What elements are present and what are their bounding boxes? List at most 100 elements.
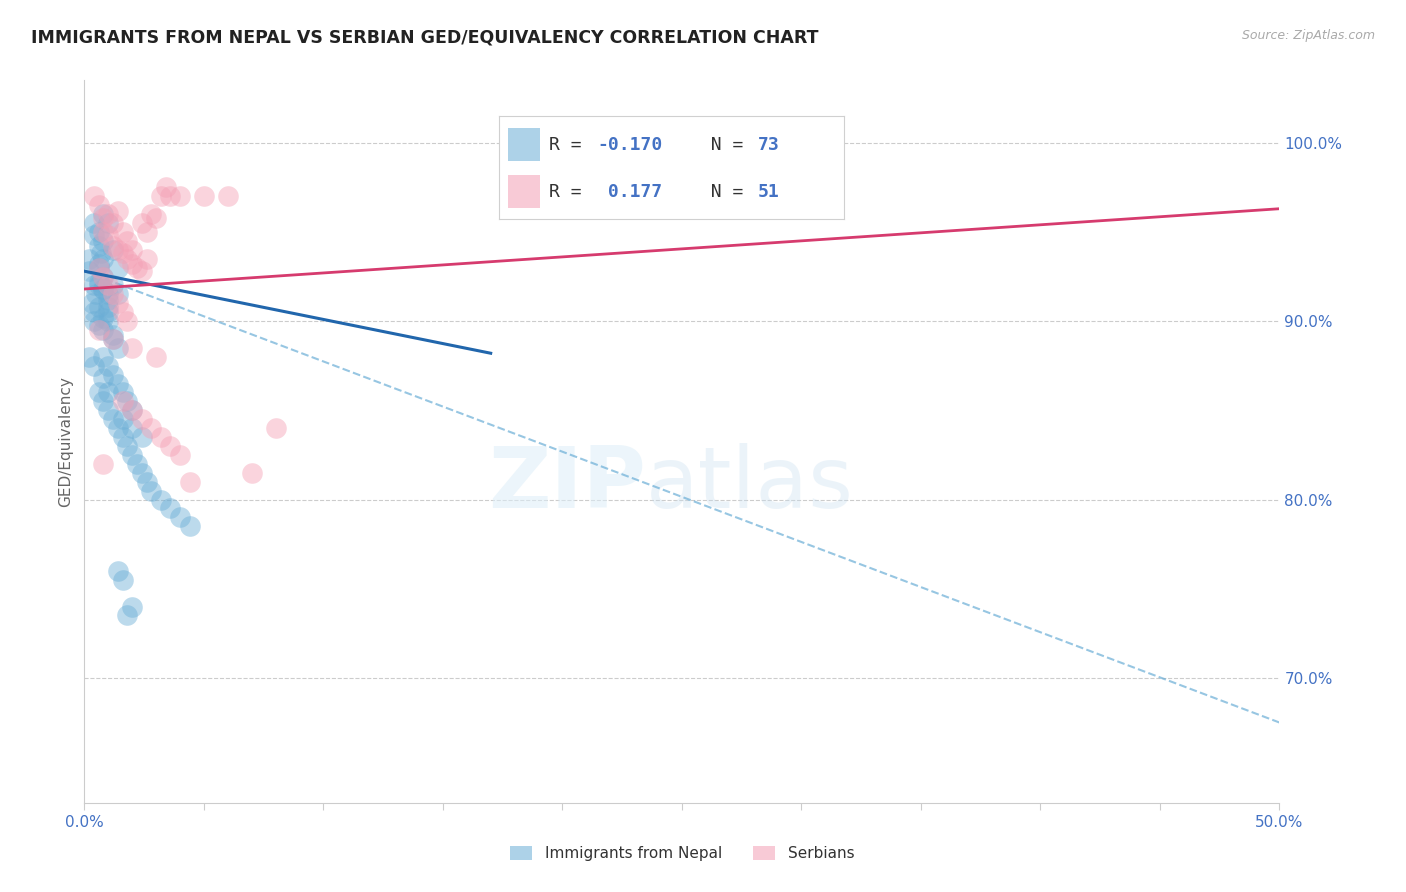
Point xyxy=(90,246,112,260)
Bar xyxy=(508,176,540,208)
Point xyxy=(87,239,110,253)
Point xyxy=(179,475,201,489)
Point xyxy=(87,385,110,400)
Point xyxy=(97,228,120,243)
Point xyxy=(155,180,177,194)
Point xyxy=(101,278,124,293)
Point xyxy=(87,323,110,337)
Point xyxy=(87,257,110,271)
Point xyxy=(131,430,153,444)
Point xyxy=(93,371,115,385)
Point xyxy=(83,314,105,328)
Point xyxy=(135,225,157,239)
Point xyxy=(87,318,110,332)
Point xyxy=(117,608,139,623)
Point xyxy=(77,350,100,364)
Text: -0.170: -0.170 xyxy=(598,136,662,153)
Point xyxy=(117,234,139,248)
Point xyxy=(97,293,120,307)
Point xyxy=(193,189,215,203)
Point xyxy=(117,439,139,453)
Point xyxy=(111,225,134,239)
Point xyxy=(111,412,134,426)
Point xyxy=(97,216,120,230)
Point xyxy=(87,300,110,314)
Point xyxy=(159,439,181,453)
Point xyxy=(131,216,153,230)
Point xyxy=(179,519,201,533)
Point xyxy=(93,269,115,284)
Point xyxy=(107,287,129,301)
Point xyxy=(107,260,129,275)
Point xyxy=(131,264,153,278)
Point xyxy=(97,287,120,301)
Point xyxy=(101,328,124,343)
Point xyxy=(101,243,124,257)
Point xyxy=(101,332,124,346)
Point xyxy=(83,189,105,203)
Point xyxy=(240,466,263,480)
Point xyxy=(145,350,167,364)
Point xyxy=(87,260,110,275)
Point xyxy=(149,189,172,203)
Text: R =: R = xyxy=(550,183,592,201)
Point xyxy=(101,412,124,426)
Text: N =: N = xyxy=(689,183,754,201)
Point xyxy=(149,430,172,444)
Point xyxy=(101,332,124,346)
Point xyxy=(93,252,115,266)
Point xyxy=(93,457,115,471)
Text: 73: 73 xyxy=(758,136,779,153)
Point xyxy=(107,296,129,310)
Point xyxy=(83,228,105,243)
Point xyxy=(149,492,172,507)
Point xyxy=(217,189,239,203)
Point xyxy=(121,257,143,271)
Point xyxy=(141,421,163,435)
Point xyxy=(107,564,129,578)
Point xyxy=(125,260,148,275)
Point xyxy=(93,282,115,296)
Point xyxy=(169,189,191,203)
Point xyxy=(107,243,129,257)
Point xyxy=(117,252,139,266)
Point xyxy=(107,341,129,355)
Point xyxy=(145,211,167,225)
Text: R =: R = xyxy=(550,136,592,153)
Point xyxy=(121,403,143,417)
Text: 51: 51 xyxy=(758,183,779,201)
Point xyxy=(135,252,157,266)
Point xyxy=(101,287,124,301)
Point xyxy=(93,225,115,239)
Point xyxy=(83,216,105,230)
Point xyxy=(87,225,110,239)
Text: IMMIGRANTS FROM NEPAL VS SERBIAN GED/EQUIVALENCY CORRELATION CHART: IMMIGRANTS FROM NEPAL VS SERBIAN GED/EQU… xyxy=(31,29,818,46)
Point xyxy=(111,305,134,319)
Point xyxy=(141,207,163,221)
Point xyxy=(97,359,120,373)
Point xyxy=(101,368,124,382)
Y-axis label: GED/Equivalency: GED/Equivalency xyxy=(58,376,73,507)
Point xyxy=(93,211,115,225)
Point xyxy=(93,282,115,296)
Point xyxy=(101,239,124,253)
Point xyxy=(86,287,108,301)
Point xyxy=(121,421,143,435)
Legend: Immigrants from Nepal, Serbians: Immigrants from Nepal, Serbians xyxy=(503,840,860,867)
Point xyxy=(93,394,115,409)
Point xyxy=(111,246,134,260)
Text: Source: ZipAtlas.com: Source: ZipAtlas.com xyxy=(1241,29,1375,42)
Point xyxy=(141,483,163,498)
Point xyxy=(93,207,115,221)
Point xyxy=(121,341,143,355)
Point xyxy=(101,216,124,230)
Point xyxy=(111,430,134,444)
Point xyxy=(87,275,110,289)
Point xyxy=(107,203,129,218)
Point xyxy=(121,599,143,614)
Point xyxy=(87,260,110,275)
Point xyxy=(117,394,139,409)
Point xyxy=(264,421,287,435)
Point xyxy=(80,296,103,310)
Point xyxy=(93,234,115,248)
